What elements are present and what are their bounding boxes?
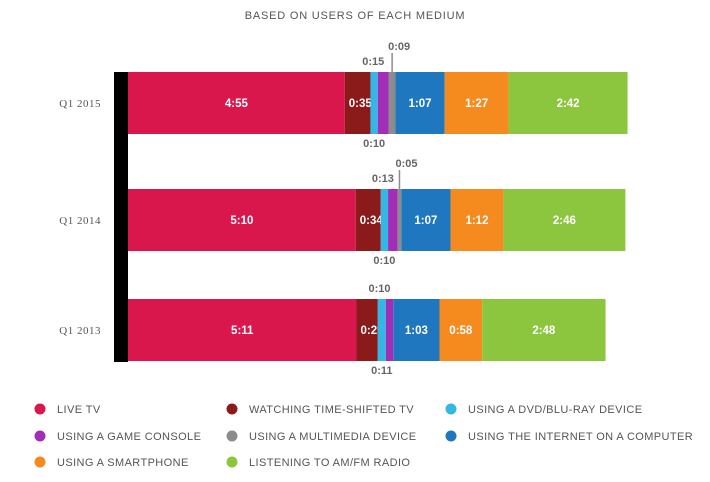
bar-segment-1-0	[128, 189, 356, 251]
category-label-2: Q1 2013	[59, 325, 101, 337]
data-label-2-2: 0:11	[371, 365, 392, 377]
data-label-0-2: 0:10	[363, 138, 385, 150]
legend-marker-4	[226, 430, 238, 442]
legend-label-5: USING THE INTERNET ON A COMPUTER	[468, 431, 693, 443]
bar-segment-0-1	[344, 72, 371, 134]
data-label-2-7: 2:48	[532, 325, 556, 337]
data-label-0-5: 1:07	[409, 98, 432, 110]
bar-segment-1-2	[380, 189, 389, 251]
legend-marker-6	[34, 456, 46, 468]
data-label-2-6: 0:58	[449, 325, 473, 337]
bar-segment-2-1	[356, 299, 378, 361]
legend-label-4: USING A MULTIMEDIA DEVICE	[249, 431, 417, 443]
bar-segment-2-2	[377, 299, 386, 361]
data-label-1-6: 1:12	[465, 215, 488, 227]
data-label-0-6: 1:27	[465, 98, 488, 110]
legend-marker-0	[34, 403, 46, 415]
bar-segment-0-3	[377, 72, 389, 134]
data-label-1-3: 0:13	[372, 173, 394, 185]
legend-label-6: USING A SMARTPHONE	[57, 457, 189, 469]
legend-marker-5	[445, 430, 457, 442]
bar-segment-2-6	[439, 299, 483, 361]
data-label-0-4: 0:09	[388, 41, 410, 53]
data-label-0-0: 4:55	[225, 98, 249, 110]
legend: LIVE TV WATCHING TIME-SHIFTED TV USING A D…	[34, 403, 693, 469]
bar-segment-1-4	[397, 189, 402, 251]
legend-label-3: USING A GAME CONSOLE	[57, 431, 201, 443]
bar-segment-1-7	[503, 189, 626, 251]
legend-label-2: USING A DVD/BLU-RAY DEVICE	[468, 404, 642, 416]
vertical-axis-line	[114, 72, 128, 362]
data-label-1-0: 5:10	[230, 215, 253, 227]
data-label-2-1: 0:29	[360, 325, 383, 337]
legend-marker-1	[226, 403, 238, 415]
data-label-0-1: 0:35	[349, 98, 373, 110]
category-label-0: Q1 2015	[59, 98, 101, 110]
bar-segment-0-0	[128, 72, 345, 134]
bar-segment-1-1	[355, 189, 381, 251]
bar-segment-2-5	[393, 299, 440, 361]
legend-label-0: LIVE TV	[57, 404, 101, 416]
bar-segment-0-4	[388, 72, 396, 134]
bar-segment-1-3	[388, 189, 398, 251]
data-label-2-3: 0:10	[369, 283, 391, 295]
legend-label-7: LISTENING TO AM/FM RADIO	[249, 457, 410, 469]
data-label-1-7: 2:46	[553, 215, 576, 227]
data-label-0-3: 0:15	[362, 56, 384, 68]
legend-marker-7	[226, 456, 238, 468]
bar-segment-0-7	[508, 72, 628, 134]
chart-title: BASED ON USERS OF EACH MEDIUM	[245, 10, 466, 22]
legend-marker-3	[34, 430, 46, 442]
data-label-1-5: 1:07	[414, 215, 437, 227]
data-label-1-2: 0:10	[373, 255, 395, 267]
data-label-0-7: 2:42	[557, 98, 580, 110]
bar-segment-2-3	[385, 299, 394, 361]
bars-group: Q1 2015 4:55 0:35 1:07 1:27 2:42 0:10 0:09 0:15 Q…	[59, 41, 628, 377]
legend-marker-2	[445, 403, 457, 415]
bar-segment-2-7	[482, 299, 606, 361]
bar-segment-0-6	[444, 72, 509, 134]
data-label-2-5: 1:03	[405, 325, 428, 337]
bar-segment-2-0	[128, 299, 357, 361]
bar-segment-0-5	[395, 72, 445, 134]
bar-segment-0-2	[370, 72, 378, 134]
legend-label-1: WATCHING TIME-SHIFTED TV	[249, 404, 414, 416]
data-label-1-1: 0:34	[360, 215, 384, 227]
bar-segment-1-5	[401, 189, 451, 251]
data-label-1-4: 0:05	[395, 158, 417, 170]
data-label-2-0: 5:11	[231, 325, 254, 337]
bar-segment-1-6	[450, 189, 504, 251]
category-label-1: Q1 2014	[59, 215, 101, 227]
